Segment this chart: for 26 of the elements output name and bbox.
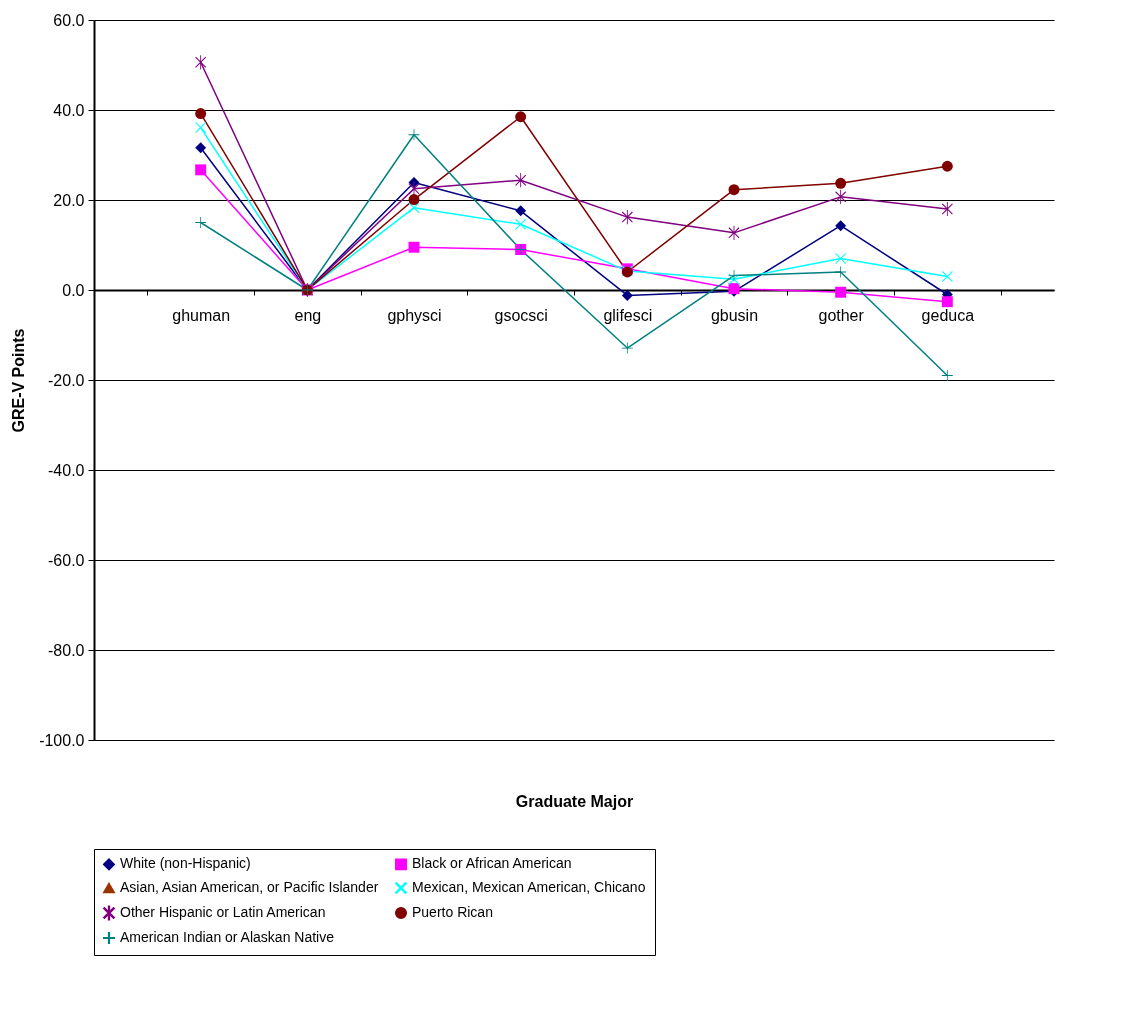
y-tick-label: -80.0 [48, 641, 85, 659]
x-tick-label: gsocsci [494, 306, 548, 324]
legend-label: Black or African American [412, 855, 572, 872]
y-tick-label: -60.0 [48, 551, 85, 569]
legend-label: White (non-Hispanic) [120, 855, 251, 872]
legend-label: Other Hispanic or Latin American [120, 904, 326, 920]
legend-label: Mexican, Mexican American, Chicano [412, 879, 646, 895]
legend-label: Asian, Asian American, or Pacific Islander [120, 879, 379, 895]
x-tick-label: eng [294, 306, 322, 324]
y-tick-label: 0.0 [62, 281, 85, 299]
x-tick-label: gphysci [387, 306, 442, 324]
y-tick-label: 20.0 [53, 191, 85, 209]
x-tick-label: gbusin [710, 306, 759, 324]
legend-label: American Indian or Alaskan Native [120, 929, 335, 945]
y-tick-label: -20.0 [48, 371, 85, 389]
x-tick-label: geduca [921, 306, 975, 324]
y-axis-title: GRE-V Points [10, 328, 28, 433]
x-axis-title: Graduate Major [515, 792, 634, 810]
x-tick-label: gother [818, 306, 865, 324]
legend-label: Puerto Rican [412, 904, 493, 920]
x-tick-label: ghuman [172, 306, 231, 324]
y-tick-label: -100.0 [39, 731, 85, 749]
y-tick-label: 40.0 [53, 101, 85, 119]
y-tick-label: -40.0 [48, 461, 85, 479]
y-tick-label: 60.0 [53, 11, 85, 29]
x-tick-label: glifesci [603, 306, 653, 324]
